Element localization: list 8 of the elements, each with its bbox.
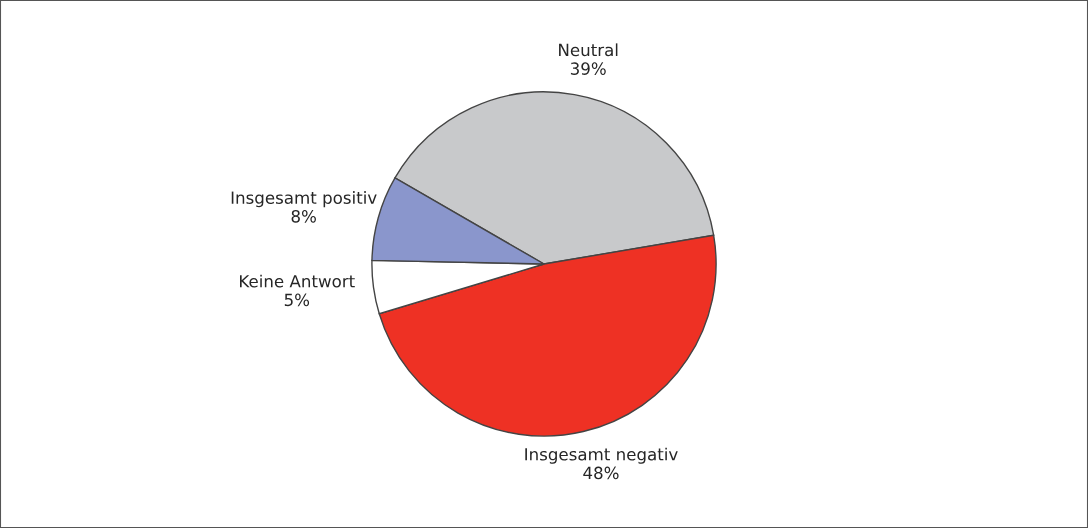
data-label: 8% [291,210,316,223]
slice-label: Insgesamt negativ [525,447,678,464]
data-label: 5% [284,293,310,307]
slice-label: Neutral [559,43,618,57]
data-label: 48% [583,466,619,480]
slice-label: Keine Antwort [240,274,355,288]
data-label: 39% [570,62,606,75]
slice-label: Insgesamt positiv [231,191,377,208]
